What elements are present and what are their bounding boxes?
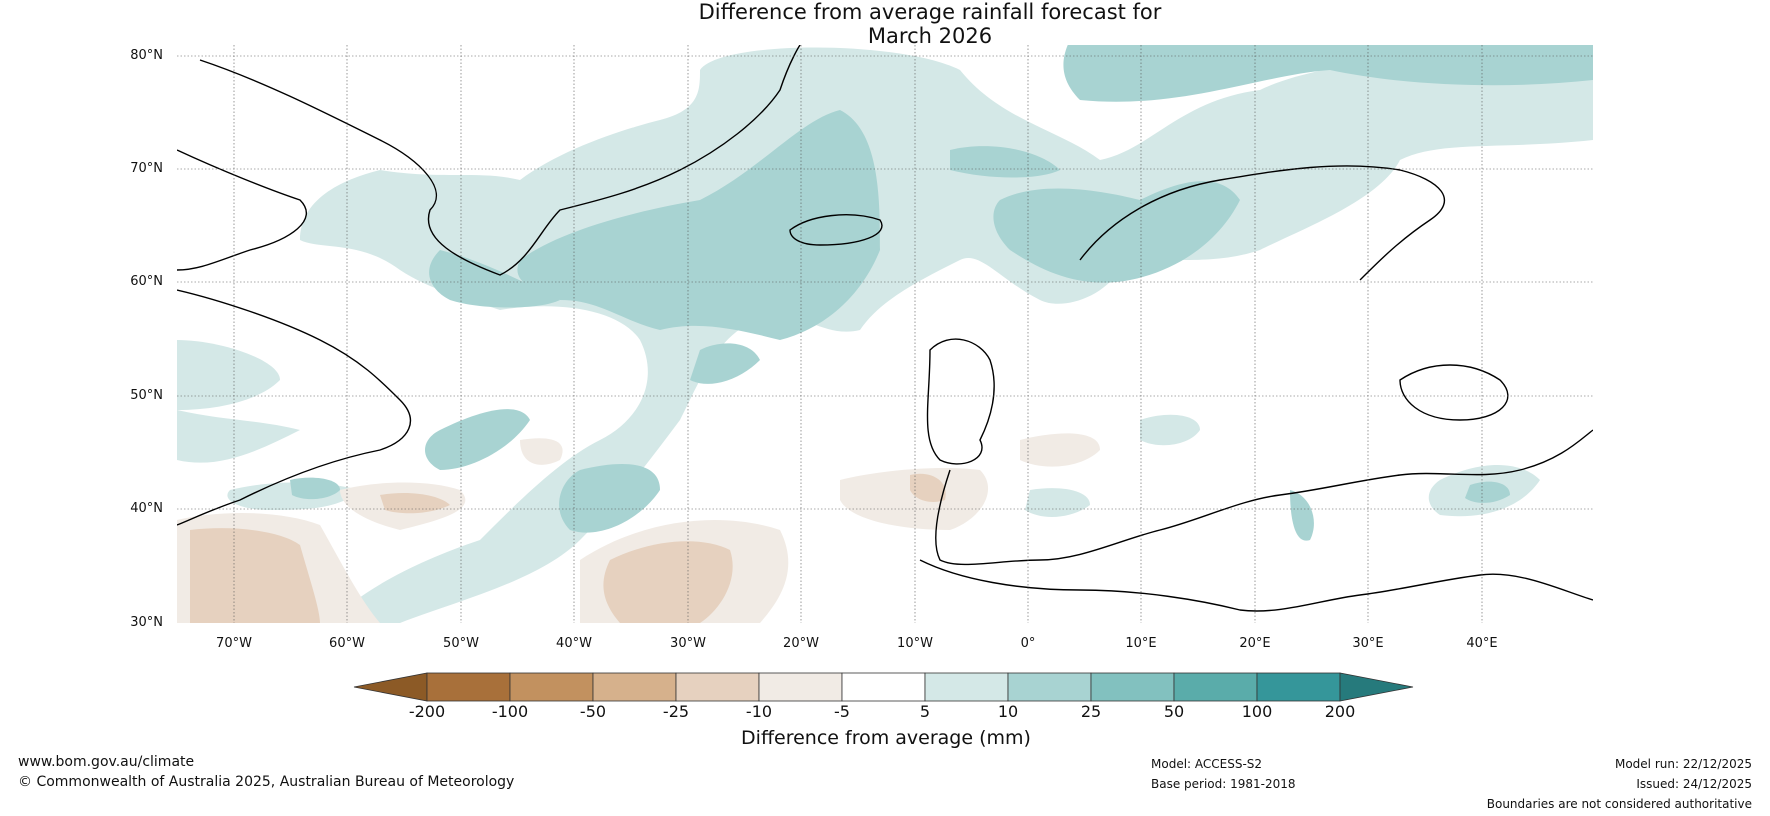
- model-run: Model run: 22/12/2025: [1614, 757, 1752, 771]
- colorbar-tick-label: 5: [919, 702, 931, 721]
- lon-label: 10°E: [1125, 636, 1157, 651]
- issued-date: Issued: 24/12/2025: [1636, 777, 1752, 791]
- lon-label: 40°E: [1466, 636, 1498, 651]
- lat-label: 50°N: [130, 388, 163, 403]
- lat-label: 80°N: [130, 48, 163, 63]
- colorbar-tick-label: 200: [1324, 702, 1356, 721]
- lon-label: 20°E: [1239, 636, 1271, 651]
- lon-label: 0°: [1020, 636, 1036, 651]
- footer-url: www.bom.gov.au/climate: [18, 754, 195, 770]
- colorbar-segment: [1090, 672, 1175, 702]
- lon-label: 50°W: [443, 636, 479, 651]
- lat-label: 40°N: [130, 501, 163, 516]
- colorbar-segment: [426, 672, 511, 702]
- base-period: Base period: 1981-2018: [1151, 777, 1296, 791]
- lat-label: 30°N: [130, 615, 163, 630]
- colorbar: [353, 672, 1414, 702]
- colorbar-segment: [924, 672, 1009, 702]
- colorbar-segment: [1256, 672, 1341, 702]
- lon-label: 60°W: [329, 636, 365, 651]
- lat-label: 70°N: [130, 161, 163, 176]
- colorbar-arrow-high: [1339, 672, 1414, 702]
- colorbar-segment: [675, 672, 760, 702]
- colorbar-segment: [509, 672, 594, 702]
- colorbar-segment: [592, 672, 677, 702]
- lon-label: 10°W: [897, 636, 933, 651]
- disclaimer: Boundaries are not considered authoritat…: [1486, 797, 1752, 811]
- footer-copyright: © Commonwealth of Australia 2025, Austra…: [18, 774, 515, 790]
- model-name: Model: ACCESS-S2: [1151, 757, 1263, 771]
- colorbar-tick-label: 10: [997, 702, 1019, 721]
- colorbar-segment: [1007, 672, 1092, 702]
- title-line-1: Difference from average rainfall forecas…: [698, 0, 1162, 24]
- colorbar-tick-label: -100: [491, 702, 529, 721]
- lon-label: 30°E: [1352, 636, 1384, 651]
- anomaly-shading: [177, 45, 1593, 623]
- colorbar-tick-label: -200: [408, 702, 446, 721]
- lon-label: 40°W: [556, 636, 592, 651]
- colorbar-tick-label: -10: [745, 702, 773, 721]
- colorbar-tick-label: 25: [1080, 702, 1102, 721]
- coastlines: [177, 45, 1593, 612]
- chart-title: Difference from average rainfall forecas…: [0, 0, 1770, 48]
- colorbar-tick-label: -25: [662, 702, 690, 721]
- colorbar-segment: [758, 672, 843, 702]
- colorbar-tick-label: 50: [1163, 702, 1185, 721]
- colorbar-tick-label: 100: [1241, 702, 1273, 721]
- colorbar-arrow-low: [353, 672, 428, 702]
- colorbar-tick-label: -50: [579, 702, 607, 721]
- colorbar-segment: [1173, 672, 1258, 702]
- lon-label: 70°W: [216, 636, 252, 651]
- lon-label: 20°W: [783, 636, 819, 651]
- lat-label: 60°N: [130, 274, 163, 289]
- colorbar-tick-label: -5: [834, 702, 850, 721]
- title-line-2: March 2026: [867, 24, 993, 48]
- colorbar-title: Difference from average (mm): [741, 727, 1031, 749]
- lon-label: 30°W: [670, 636, 706, 651]
- graticule: [177, 45, 1593, 623]
- colorbar-segment: [841, 672, 926, 702]
